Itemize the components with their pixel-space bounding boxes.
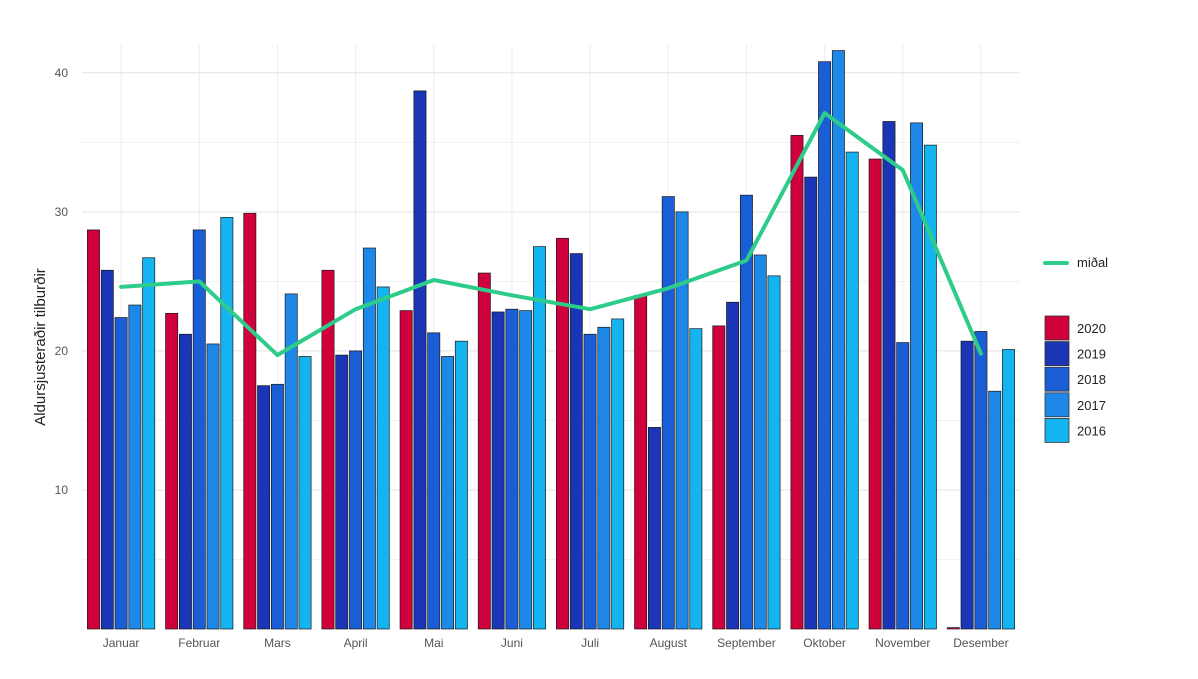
- bar-2016-januar: [142, 257, 156, 630]
- legend-key-2016: [1044, 417, 1070, 443]
- x-tick-label: April: [344, 636, 368, 650]
- y-axis-title: Aldursjusteraðir tilburðir: [32, 268, 49, 426]
- bar-2020-desember: [946, 627, 960, 630]
- bar-2017-oktober: [831, 50, 845, 630]
- bar-2019-januar: [100, 269, 114, 630]
- bar-2016-desember: [1002, 349, 1015, 630]
- bar-2017-februar: [206, 343, 220, 630]
- bar-2018-juli: [583, 333, 597, 630]
- bar-2020-april: [321, 269, 335, 630]
- bar-2016-august: [689, 328, 703, 630]
- legend-label: 2017: [1077, 398, 1106, 413]
- bar-2018-november: [896, 342, 910, 630]
- y-tick-label: 10: [55, 483, 69, 497]
- bar-2017-august: [675, 211, 689, 630]
- legend-label: 2020: [1077, 321, 1106, 336]
- bar-2019-september: [726, 301, 740, 630]
- bar-2016-juli: [611, 318, 625, 630]
- bar-2016-juni: [533, 246, 546, 630]
- y-tick-label: 30: [55, 205, 69, 219]
- bar-2020-oktober: [790, 135, 804, 630]
- bar-2017-november: [910, 122, 924, 630]
- bar-2018-januar: [114, 317, 128, 630]
- bar-2019-oktober: [804, 176, 818, 630]
- x-tick-label: Januar: [103, 636, 140, 650]
- bar-2017-mars: [284, 293, 298, 630]
- bar-2018-juni: [505, 308, 519, 630]
- bar-2019-mai: [413, 90, 427, 630]
- bar-2016-mars: [298, 356, 312, 630]
- legend-label: miðal: [1077, 255, 1108, 270]
- bar-2019-juli: [569, 253, 583, 630]
- x-tick-label: Februar: [178, 636, 220, 650]
- bar-2016-februar: [220, 217, 234, 630]
- bar-2019-april: [335, 354, 349, 630]
- bar-2019-mars: [257, 385, 271, 630]
- bar-2017-juni: [519, 310, 533, 630]
- x-tick-label: September: [717, 636, 776, 650]
- bar-2019-desember: [960, 340, 974, 630]
- bar-2019-november: [882, 121, 896, 630]
- legend-label: 2016: [1077, 423, 1106, 438]
- x-tick-label: Mai: [424, 636, 443, 650]
- bar-2020-september: [712, 325, 726, 630]
- average-line-layer: [119, 111, 983, 358]
- bar-2016-april: [376, 286, 390, 630]
- bar-2017-januar: [128, 304, 142, 630]
- x-tick-label: Mars: [264, 636, 291, 650]
- bar-2016-oktober: [845, 151, 859, 630]
- x-tick-label: November: [875, 636, 930, 650]
- bar-2018-oktober: [818, 61, 832, 630]
- y-tick-label: 40: [55, 66, 69, 80]
- average-line: [119, 111, 983, 358]
- bar-2020-august: [634, 294, 648, 630]
- bar-2020-juni: [477, 272, 491, 630]
- bar-2020-mai: [399, 310, 413, 630]
- bar-2019-august: [647, 427, 661, 630]
- bar-2018-august: [661, 196, 675, 630]
- legend-label: 2018: [1077, 372, 1106, 387]
- legend-key-2019: [1044, 341, 1070, 367]
- bar-2016-september: [767, 275, 781, 630]
- bar-2018-mars: [270, 383, 284, 630]
- bar-2019-juni: [491, 311, 505, 630]
- bar-2017-mai: [441, 356, 455, 630]
- axis-layer: 10 20 30 40 Januar Februar Mars April Mai Juni Jul…: [55, 66, 1009, 650]
- bar-2018-februar: [192, 229, 206, 630]
- bar-layer: [87, 50, 1015, 630]
- y-tick-label: 20: [55, 344, 69, 358]
- bar-2020-januar: [87, 229, 100, 630]
- x-tick-label: Desember: [953, 636, 1008, 650]
- x-tick-label: Juni: [501, 636, 523, 650]
- bar-2017-april: [362, 247, 376, 630]
- bar-2017-juli: [597, 326, 611, 630]
- legend-key-2017: [1044, 392, 1070, 418]
- bar-2016-mai: [454, 340, 468, 630]
- legend-key-2020: [1044, 315, 1070, 341]
- bar-2020-februar: [165, 313, 179, 630]
- bar-2020-juli: [556, 237, 569, 630]
- bar-2016-november: [923, 144, 937, 630]
- legend-label: 2019: [1077, 347, 1106, 362]
- x-tick-label: Oktober: [803, 636, 846, 650]
- bar-2018-september: [739, 194, 753, 630]
- bar-2020-mars: [243, 212, 257, 630]
- x-tick-label: Juli: [581, 636, 599, 650]
- bar-2018-april: [349, 350, 363, 630]
- legend: miðal 2020 2019 2018 2017 2016: [1043, 255, 1108, 443]
- legend-key-2018: [1044, 366, 1070, 392]
- bar-2017-september: [753, 254, 767, 630]
- bar-2018-desember: [974, 331, 988, 630]
- bar-2018-mai: [427, 332, 441, 630]
- bar-2017-desember: [988, 390, 1002, 630]
- bar-2019-februar: [179, 333, 192, 630]
- bar-2020-november: [868, 158, 882, 630]
- x-tick-label: August: [650, 636, 688, 650]
